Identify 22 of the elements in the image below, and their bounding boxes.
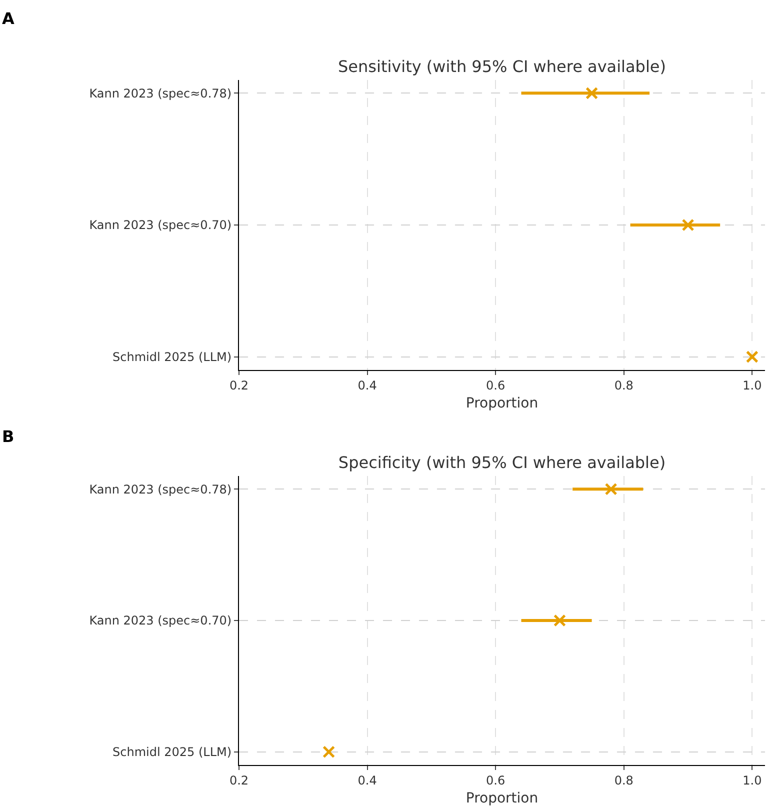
y-tick-label: Schmidl 2025 (LLM) xyxy=(112,350,232,364)
y-tick-label: Kann 2023 (spec≈0.78) xyxy=(89,482,232,496)
text: A xyxy=(2,9,15,28)
x-tick-label: 0.8 xyxy=(614,773,634,788)
x-tick-label: 0.4 xyxy=(358,773,377,788)
x-tick-label: 1.0 xyxy=(742,378,762,392)
x-tick-label: 0.6 xyxy=(486,773,506,788)
text: B xyxy=(2,427,14,446)
y-tick-label: Kann 2023 (spec≈0.70) xyxy=(89,218,232,232)
x-tick-label: 0.8 xyxy=(614,378,634,392)
chart-title: Specificity (with 95% CI where available) xyxy=(338,453,666,472)
x-tick-label: 1.0 xyxy=(742,773,762,788)
x-axis-title: Proportion xyxy=(466,790,538,807)
y-tick-label: Kann 2023 (spec≈0.78) xyxy=(89,86,232,100)
y-tick-label: Schmidl 2025 (LLM) xyxy=(112,745,232,760)
chart-title: Sensitivity (with 95% CI where available) xyxy=(338,57,666,76)
y-tick-label: Kann 2023 (spec≈0.70) xyxy=(89,614,232,628)
x-tick-label: 0.6 xyxy=(486,378,506,392)
x-tick-label: 0.2 xyxy=(229,378,249,392)
x-tick-label: 0.4 xyxy=(358,378,377,392)
x-axis-title: Proportion xyxy=(466,396,538,412)
x-tick-label: 0.2 xyxy=(229,773,249,788)
